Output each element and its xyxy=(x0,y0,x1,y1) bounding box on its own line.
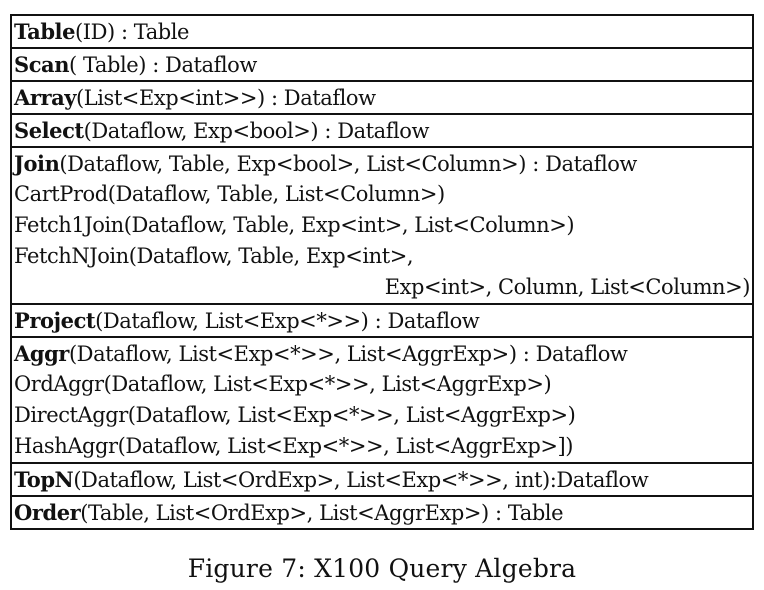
algebra-row: Join(Dataflow, Table, Exp<bool>, List<Co… xyxy=(11,146,753,304)
operator-signature-line: Select(Dataflow, Exp<bool>) : Dataflow xyxy=(14,115,752,146)
operator-signature-line: OrdAggr(Dataflow, List<Exp<*>>, List<Agg… xyxy=(14,369,752,400)
algebra-row: TopN(Dataflow, List<OrdExp>, List<Exp<*>… xyxy=(11,462,753,496)
operator-signature-line: Order(Table, List<OrdExp>, List<AggrExp>… xyxy=(14,497,752,528)
operator-name: Select xyxy=(14,118,84,143)
operator-name: Array xyxy=(14,85,76,110)
algebra-row: Order(Table, List<OrdExp>, List<AggrExp>… xyxy=(11,495,753,529)
operator-signature: (Dataflow, Exp<bool>) : Dataflow xyxy=(83,119,430,143)
operator-name: Order xyxy=(14,500,81,525)
operator-signature: Exp<int>, Column, List<Column>) xyxy=(384,275,751,299)
operator-signature-line: FetchNJoin(Dataflow, Table, Exp<int>, xyxy=(14,241,752,272)
operator-name: Aggr xyxy=(14,341,69,366)
query-algebra-body: Table(ID) : Table Scan( Table) : Dataflow… xyxy=(11,15,753,529)
algebra-cell: Select(Dataflow, Exp<bool>) : Dataflow xyxy=(11,113,753,147)
algebra-row: Array(List<Exp<int>>) : Dataflow xyxy=(11,80,753,114)
operator-signature: (Dataflow, List<OrdExp>, List<Exp<*>>, i… xyxy=(73,468,649,492)
operator-signature: FetchNJoin(Dataflow, Table, Exp<int>, xyxy=(14,244,414,268)
query-algebra-table: Table(ID) : Table Scan( Table) : Dataflow… xyxy=(10,14,754,530)
algebra-cell: Table(ID) : Table xyxy=(11,15,753,48)
operator-signature: (Dataflow, Table, Exp<bool>, List<Column… xyxy=(59,152,637,176)
algebra-row: Table(ID) : Table xyxy=(11,15,753,48)
algebra-row: Project(Dataflow, List<Exp<*>>) : Datafl… xyxy=(11,303,753,337)
operator-signature: (List<Exp<int>>) : Dataflow xyxy=(75,86,376,110)
operator-signature: (Dataflow, List<Exp<*>>, List<AggrExp>) … xyxy=(68,342,628,366)
operator-signature: CartProd(Dataflow, Table, List<Column>) xyxy=(14,182,445,206)
algebra-cell: Order(Table, List<OrdExp>, List<AggrExp>… xyxy=(11,495,753,529)
operator-signature-line: Join(Dataflow, Table, Exp<bool>, List<Co… xyxy=(14,148,752,179)
figure-caption: Figure 7: X100 Query Algebra xyxy=(187,554,577,583)
operator-signature-line: TopN(Dataflow, List<OrdExp>, List<Exp<*>… xyxy=(14,464,752,495)
operator-signature: (Table, List<OrdExp>, List<AggrExp>) : T… xyxy=(80,501,564,525)
operator-signature-line: Table(ID) : Table xyxy=(14,16,752,47)
operator-name: Project xyxy=(14,308,96,333)
operator-signature: DirectAggr(Dataflow, List<Exp<*>>, List<… xyxy=(14,403,576,427)
operator-signature-line: Array(List<Exp<int>>) : Dataflow xyxy=(14,82,752,113)
operator-signature: HashAggr(Dataflow, List<Exp<*>>, List<Ag… xyxy=(14,434,573,458)
algebra-row: Select(Dataflow, Exp<bool>) : Dataflow xyxy=(11,113,753,147)
operator-signature-line: DirectAggr(Dataflow, List<Exp<*>>, List<… xyxy=(14,400,752,431)
algebra-cell: Join(Dataflow, Table, Exp<bool>, List<Co… xyxy=(11,146,753,304)
operator-name: Join xyxy=(14,151,60,176)
algebra-cell: Array(List<Exp<int>>) : Dataflow xyxy=(11,80,753,114)
operator-signature-line: Scan( Table) : Dataflow xyxy=(14,49,752,80)
operator-signature-line: HashAggr(Dataflow, List<Exp<*>>, List<Ag… xyxy=(14,431,752,462)
operator-signature-line: Exp<int>, Column, List<Column>) xyxy=(14,272,752,303)
operator-signature-line: Aggr(Dataflow, List<Exp<*>>, List<AggrEx… xyxy=(14,338,752,369)
algebra-cell: Scan( Table) : Dataflow xyxy=(11,47,753,81)
algebra-cell: Project(Dataflow, List<Exp<*>>) : Datafl… xyxy=(11,303,753,337)
operator-signature: OrdAggr(Dataflow, List<Exp<*>>, List<Agg… xyxy=(14,372,552,396)
operator-signature-line: CartProd(Dataflow, Table, List<Column>) xyxy=(14,179,752,210)
operator-signature-line: Fetch1Join(Dataflow, Table, Exp<int>, Li… xyxy=(14,210,752,241)
operator-signature: (Dataflow, List<Exp<*>>) : Dataflow xyxy=(95,309,480,333)
algebra-row: Scan( Table) : Dataflow xyxy=(11,47,753,81)
operator-signature: Fetch1Join(Dataflow, Table, Exp<int>, Li… xyxy=(14,213,575,237)
operator-name: Scan xyxy=(14,52,70,77)
algebra-row: Aggr(Dataflow, List<Exp<*>>, List<AggrEx… xyxy=(11,336,753,463)
operator-signature: ( Table) : Dataflow xyxy=(69,53,257,77)
operator-name: TopN xyxy=(14,467,74,492)
algebra-cell: Aggr(Dataflow, List<Exp<*>>, List<AggrEx… xyxy=(11,336,753,463)
operator-signature: (ID) : Table xyxy=(75,20,190,44)
operator-signature-line: Project(Dataflow, List<Exp<*>>) : Datafl… xyxy=(14,305,752,336)
operator-name: Table xyxy=(14,19,75,44)
algebra-cell: TopN(Dataflow, List<OrdExp>, List<Exp<*>… xyxy=(11,462,753,496)
